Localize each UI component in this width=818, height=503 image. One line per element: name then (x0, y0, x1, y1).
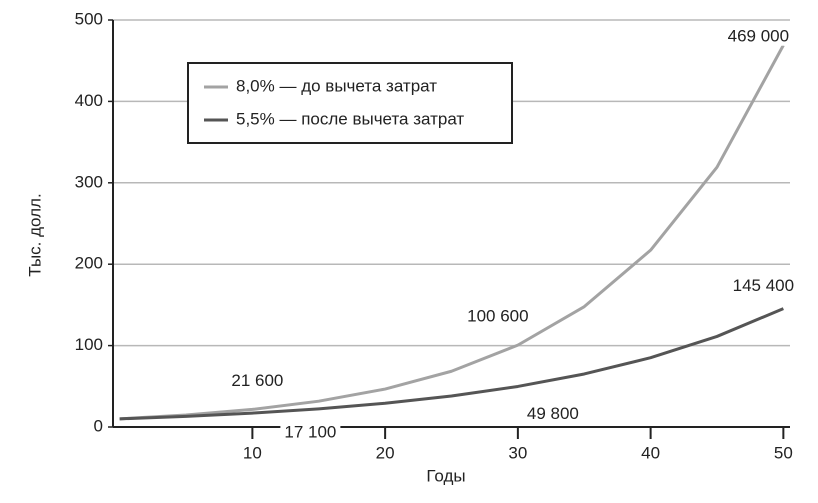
value-label: 469 000 (728, 27, 789, 46)
legend-label: 5,5% — после вычета затрат (236, 109, 464, 128)
value-label: 17 100 (284, 423, 336, 442)
y-tick-label: 400 (75, 91, 103, 110)
value-label: 21 600 (231, 371, 283, 390)
legend-box (187, 62, 513, 144)
y-axis-label: Тыс. долл. (25, 193, 44, 276)
y-tick-label: 500 (75, 9, 103, 28)
x-axis-label: Годы (426, 466, 465, 485)
label-background (723, 26, 794, 46)
label-background (463, 306, 533, 326)
y-tick-label: 100 (75, 335, 103, 354)
x-tick-label: 20 (376, 443, 395, 462)
label-background (728, 276, 799, 296)
label-background (227, 370, 288, 390)
x-tick-label: 50 (774, 443, 793, 462)
legend-label: 8,0% — до вычета затрат (236, 76, 437, 95)
y-tick-label: 200 (75, 254, 103, 273)
label-background (280, 422, 341, 442)
x-tick-label: 30 (508, 443, 527, 462)
value-label: 49 800 (527, 404, 579, 423)
x-tick-label: 40 (641, 443, 660, 462)
y-tick-label: 300 (75, 172, 103, 191)
line-series (119, 307, 784, 421)
x-tick-label: 10 (243, 443, 262, 462)
value-label: 100 600 (467, 307, 528, 326)
y-tick-label: 0 (94, 416, 103, 435)
line-series (119, 44, 785, 421)
label-background (522, 403, 583, 423)
value-label: 145 400 (733, 276, 794, 295)
